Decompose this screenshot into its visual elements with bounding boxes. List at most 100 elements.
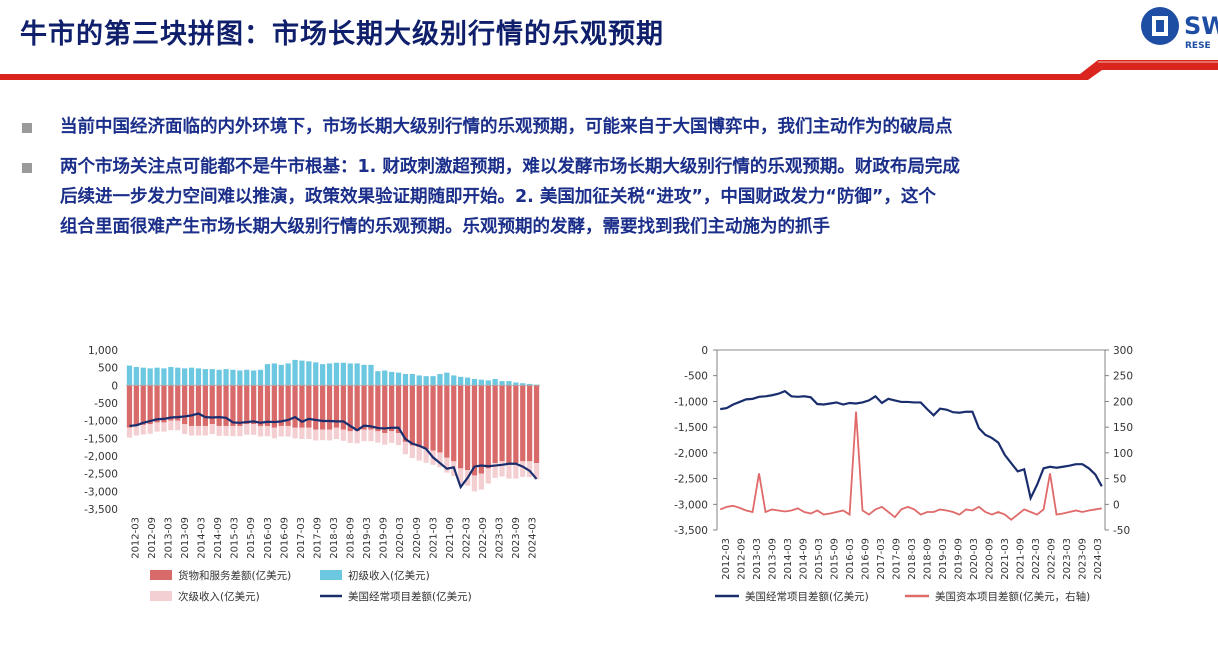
goods-services-bar: [527, 385, 533, 462]
secondary-income-bar: [313, 429, 319, 441]
primary-income-bar: [161, 368, 167, 386]
goods-services-bar: [182, 385, 188, 425]
goods-services-bar: [216, 385, 222, 426]
primary-income-bar: [175, 367, 181, 386]
x-tick-label: 2014-09: [798, 538, 809, 580]
primary-income-bar: [140, 367, 146, 386]
primary-income-bar: [257, 369, 264, 386]
primary-income-bar: [485, 380, 491, 386]
x-tick-label: 2014-03: [783, 538, 794, 580]
x-tick-label: 2016-03: [263, 517, 274, 559]
primary-income-bar: [326, 363, 333, 386]
x-tick-label: 2015-03: [230, 517, 241, 559]
y-tick-label: -3,000: [84, 486, 118, 498]
y-tick-label: -2,000: [84, 451, 118, 463]
current-account-line: [720, 389, 1103, 502]
bullet-marker: [22, 163, 32, 173]
x-tick-label: 2023-03: [1062, 538, 1073, 580]
secondary-income-bar: [423, 448, 429, 463]
secondary-income-bar: [520, 461, 526, 477]
goods-services-bar: [492, 385, 498, 464]
goods-services-bar: [347, 385, 353, 432]
primary-income-bar: [278, 364, 284, 386]
secondary-income-bar: [499, 461, 505, 477]
secondary-income-bar: [230, 425, 236, 437]
bullet-marker: [22, 123, 32, 133]
goods-services-bar: [402, 385, 409, 442]
primary-income-bar: [251, 370, 257, 386]
goods-services-bar: [326, 385, 333, 430]
primary-income-bar: [430, 376, 436, 386]
primary-income-bar: [513, 382, 519, 386]
secondary-income-bar: [209, 424, 215, 435]
secondary-income-bar: [182, 424, 188, 435]
logo-emblem-core: [1156, 20, 1164, 32]
primary-income-bar: [354, 363, 360, 386]
secondary-income-bar: [333, 427, 340, 440]
primary-income-bar: [340, 362, 346, 386]
secondary-income-bar: [361, 429, 367, 442]
y-tick-label: 1,000: [88, 345, 118, 357]
x-tick-label: 2012-09: [736, 538, 747, 580]
primary-income-bar: [409, 374, 415, 386]
secondary-income-bar: [389, 431, 395, 443]
goods-services-bar: [202, 385, 208, 426]
goods-services-bar: [368, 385, 374, 430]
secondary-income-bar: [306, 427, 312, 440]
secondary-income-bar: [223, 425, 229, 436]
x-tick-label: 2021-09: [1016, 538, 1027, 580]
legend-label: 美国资本项目差额(亿美元，右轴): [935, 590, 1090, 603]
legend-swatch: [150, 570, 172, 580]
secondary-income-bar: [382, 433, 388, 445]
secondary-income-bar: [478, 473, 484, 490]
secondary-income-bar: [140, 424, 146, 435]
primary-income-bar: [423, 376, 429, 386]
goods-services-bar: [140, 385, 146, 425]
x-tick-label: 2020-03: [969, 538, 980, 580]
header-divider: [0, 60, 1218, 80]
primary-income-bar: [237, 370, 243, 386]
secondary-income-bar: [216, 425, 222, 436]
primary-income-bar: [458, 376, 464, 386]
goods-services-bar: [375, 385, 381, 432]
secondary-income-bar: [347, 431, 353, 443]
legend-label: 次级收入(亿美元): [178, 590, 260, 603]
x-tick-label: 2014-09: [213, 517, 224, 559]
goods-services-bar: [195, 385, 202, 426]
secondary-income-bar: [471, 475, 478, 492]
x-tick-label: 2016-09: [860, 538, 871, 580]
x-tick-label: 2013-09: [180, 517, 191, 559]
legend-swatch: [320, 570, 342, 580]
secondary-income-bar: [237, 425, 243, 437]
x-tick-label: 2015-09: [829, 538, 840, 580]
goods-services-bar: [168, 385, 174, 421]
secondary-income-bar: [409, 445, 415, 459]
goods-services-bar: [395, 385, 402, 434]
secondary-income-bar: [492, 463, 498, 478]
x-tick-label: 2021-03: [1000, 538, 1011, 580]
primary-income-bar: [168, 366, 174, 386]
secondary-income-bar: [154, 422, 160, 432]
primary-income-bar: [320, 364, 326, 386]
primary-income-bar: [299, 360, 305, 386]
x-tick-label: 2016-03: [845, 538, 856, 580]
primary-income-bar: [244, 369, 250, 386]
y-left-tick-label: -500: [684, 371, 708, 383]
primary-income-bar: [313, 362, 319, 386]
y-left-tick-label: 0: [701, 345, 708, 357]
primary-income-bar: [133, 366, 139, 386]
logo-text: SW: [1184, 12, 1218, 40]
primary-income-bar: [451, 375, 457, 386]
bullet-item-2: 两个市场关注点可能都不是牛市根基：1. 财政刺激超预期，难以发酵市场长期大级别行…: [22, 152, 1218, 242]
x-tick-label: 2020-09: [412, 517, 423, 559]
x-tick-label: 2020-09: [985, 538, 996, 580]
goods-services-bar: [520, 385, 526, 462]
primary-income-bar: [195, 368, 202, 386]
bullet-2-line-3: 组合里面很难产生市场长期大级别行情的乐观预期。乐观预期的发酵，需要找到我们主动施…: [60, 217, 830, 237]
goods-services-bar: [278, 385, 284, 426]
goods-services-bar: [126, 385, 133, 428]
secondary-income-bar: [133, 425, 139, 436]
y-right-tick-label: 150: [1113, 422, 1133, 434]
secondary-income-bar: [444, 457, 450, 473]
y-right-tick-label: 250: [1113, 371, 1133, 383]
